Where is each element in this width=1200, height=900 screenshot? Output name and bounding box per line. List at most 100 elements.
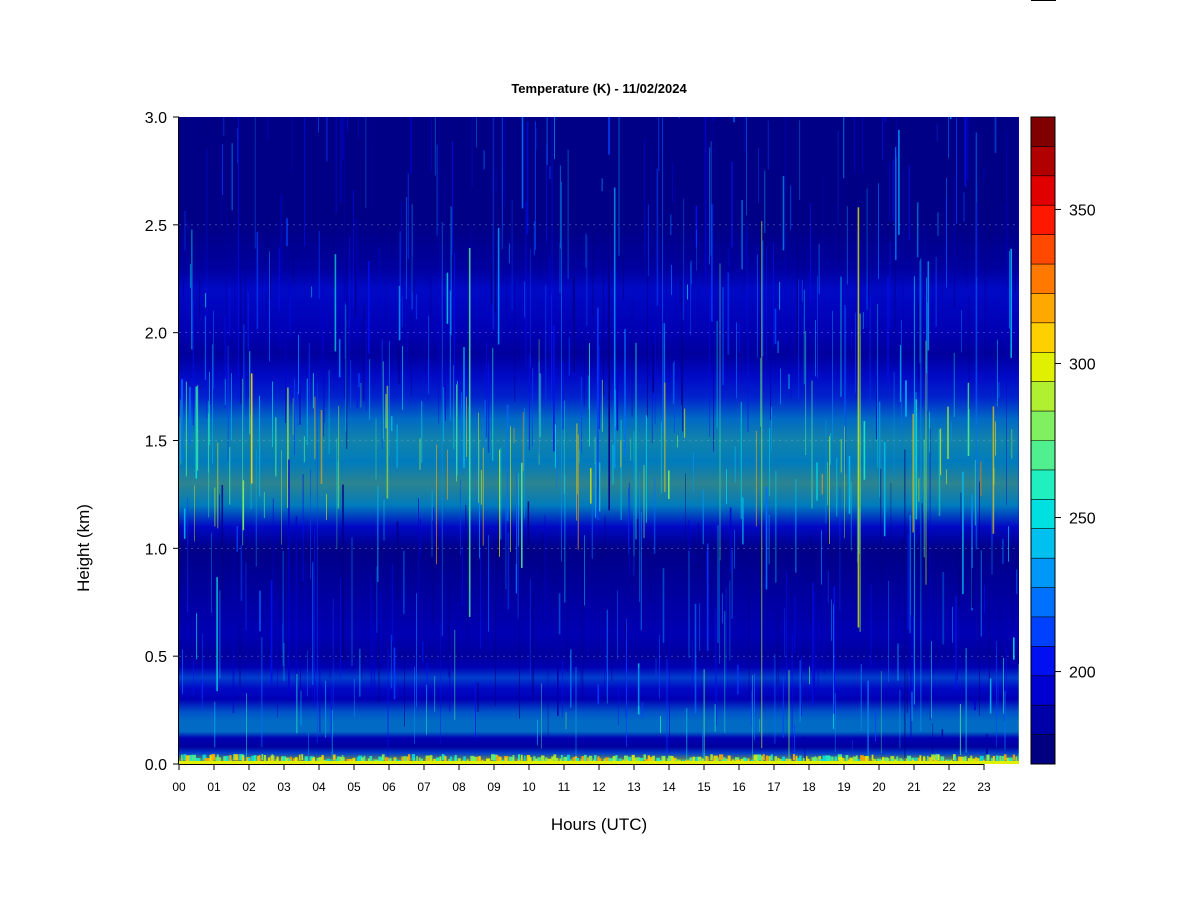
- heatmap-streak: [888, 162, 890, 221]
- heatmap-streak: [388, 117, 389, 213]
- heatmap-streak: [454, 253, 455, 382]
- surface-streak: [964, 756, 967, 763]
- heatmap-streak: [938, 429, 941, 516]
- surface-streak: [862, 756, 867, 763]
- heatmap-streak: [723, 200, 725, 267]
- heatmap-streak: [285, 321, 286, 423]
- surface-streak: [318, 757, 323, 763]
- heatmap-streak: [645, 213, 647, 241]
- heatmap-streak: [328, 178, 329, 276]
- heatmap-streak: [927, 261, 930, 351]
- surface-streak: [828, 756, 831, 762]
- colorbar-segment: [1031, 146, 1055, 177]
- surface-streak: [716, 757, 719, 764]
- heatmap-streak: [414, 666, 415, 745]
- surface-streak: [202, 754, 207, 761]
- heatmap-streak: [301, 147, 303, 210]
- heatmap-streak: [627, 136, 629, 200]
- heatmap-streak: [237, 127, 238, 163]
- heatmap-streak: [544, 515, 546, 618]
- heatmap-streak: [326, 117, 328, 162]
- heatmap-streak: [638, 667, 640, 706]
- heatmap-streak: [290, 384, 293, 403]
- heatmap-streak: [362, 117, 364, 118]
- heatmap-streak: [801, 280, 803, 302]
- heatmap-streak: [292, 162, 294, 283]
- surface-streak: [884, 757, 888, 764]
- heatmap-streak: [195, 386, 198, 479]
- surface-streak: [361, 757, 364, 764]
- heatmap-streak: [296, 673, 298, 734]
- heatmap-streak: [966, 117, 969, 180]
- heatmap-streak: [565, 712, 567, 730]
- heatmap-streak: [318, 117, 319, 133]
- heatmap-streak: [548, 255, 550, 354]
- heatmap-streak: [1004, 690, 1006, 750]
- heatmap-streak: [916, 202, 919, 258]
- heatmap-streak: [525, 201, 527, 367]
- heatmap-streak: [1013, 185, 1015, 207]
- heatmap-streak: [378, 626, 380, 702]
- heatmap-streak: [578, 449, 580, 464]
- surface-streak: [652, 755, 655, 762]
- heatmap-streak: [483, 150, 485, 170]
- heatmap-streak: [265, 293, 267, 313]
- heatmap-streak: [949, 167, 950, 256]
- surface-streak: [285, 757, 289, 764]
- heatmap-streak: [891, 117, 892, 243]
- heatmap-streak: [591, 473, 593, 559]
- surface-streak: [753, 754, 758, 761]
- surface-streak: [185, 755, 190, 762]
- heatmap-streak: [547, 663, 549, 745]
- heatmap-streak: [660, 716, 661, 733]
- heatmap-streak: [573, 275, 575, 372]
- heatmap-streak: [554, 117, 555, 160]
- surface-streak: [239, 754, 244, 761]
- heatmap-streak: [796, 117, 798, 125]
- heatmap-streak: [765, 487, 768, 590]
- heatmap-streak: [559, 165, 561, 249]
- heatmap-streak: [221, 485, 224, 601]
- surface-streak: [765, 755, 769, 762]
- heatmap-streak: [417, 661, 419, 674]
- heatmap-streak: [971, 568, 974, 608]
- x-tick-label: 04: [312, 780, 326, 794]
- surface-streak: [692, 756, 695, 763]
- surface-streak: [261, 754, 264, 761]
- heatmap-streak: [752, 675, 753, 763]
- heatmap-streak: [656, 168, 659, 306]
- heatmap-streak: [411, 204, 413, 310]
- surface-streak: [444, 755, 447, 762]
- heatmap-streak: [919, 260, 921, 364]
- heatmap-streak: [500, 447, 502, 540]
- heatmap-streak: [784, 608, 785, 658]
- heatmap-streak: [888, 580, 889, 682]
- heatmap-streak: [662, 117, 663, 428]
- heatmap-streak: [748, 573, 750, 701]
- heatmap-streak: [854, 117, 855, 174]
- heatmap-streak: [773, 242, 774, 347]
- heatmap-streak: [538, 339, 540, 465]
- heatmap-streak: [699, 603, 701, 651]
- heatmap-streak: [546, 144, 547, 243]
- surface-streak: [581, 756, 585, 763]
- heatmap-streak: [306, 378, 308, 446]
- heatmap-streak: [821, 530, 822, 585]
- heatmap-streak: [880, 671, 882, 753]
- heatmap-streak: [631, 297, 633, 417]
- heatmap-streak: [687, 284, 688, 300]
- heatmap-streak: [925, 340, 927, 585]
- heatmap-streak: [903, 170, 905, 242]
- heatmap-streak: [725, 587, 727, 688]
- heatmap-streak: [449, 651, 451, 712]
- heatmap-streak: [883, 441, 886, 537]
- heatmap-streak: [745, 230, 747, 269]
- surface-streak: [276, 756, 279, 763]
- heatmap-streak: [464, 569, 466, 619]
- heatmap-streak: [805, 331, 807, 455]
- heatmap-streak: [252, 117, 254, 146]
- heatmap-streak: [719, 559, 720, 664]
- heatmap-streak: [370, 577, 372, 693]
- heatmap-streak: [700, 117, 702, 181]
- heatmap-streak: [743, 220, 745, 292]
